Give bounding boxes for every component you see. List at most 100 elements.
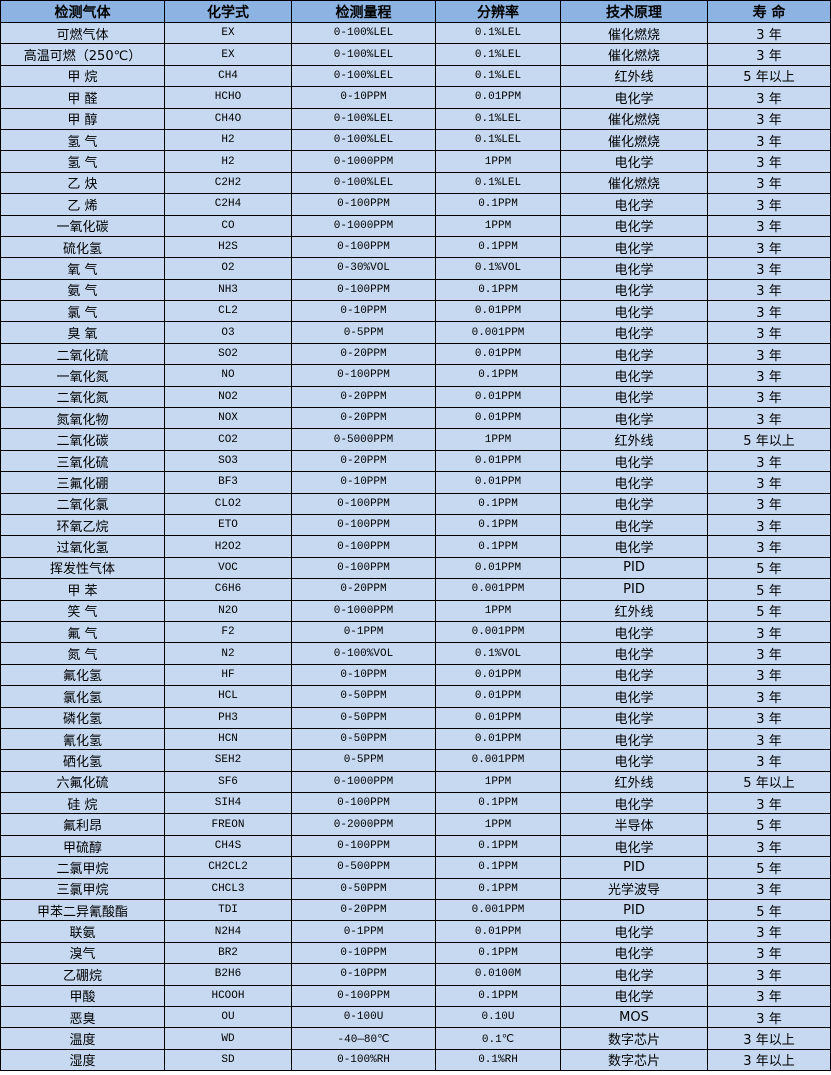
cell-formula: TDI — [164, 899, 292, 922]
cell-principle: 电化学 — [560, 513, 708, 537]
cell-range: 0-10PPM — [291, 941, 436, 965]
cell-formula: WD — [164, 1027, 292, 1050]
cell-resolution: 0.01PPM — [435, 449, 561, 473]
table-row: 环氧乙烷 ETO 0-100PPM 0.1PPM 电化学 3 年 — [0, 513, 831, 537]
cell-gas: 臭 氧 — [0, 321, 165, 344]
cell-lifespan: 5 年 — [707, 899, 831, 922]
cell-principle: 电化学 — [560, 792, 708, 815]
cell-formula: NOX — [164, 407, 292, 430]
cell-gas: 过氧化氢 — [0, 535, 165, 558]
table-row: 可燃气体 EX 0-100%LEL 0.1%LEL 催化燃烧 3 年 — [0, 21, 831, 45]
cell-formula: HCHO — [164, 86, 292, 109]
cell-range: 0-10PPM — [291, 963, 436, 986]
cell-range: 0-1000PPM — [291, 770, 436, 794]
cell-resolution: 0.1PPM — [435, 364, 561, 387]
cell-gas: 溴气 — [0, 941, 165, 965]
cell-gas: 高温可燃（250℃） — [0, 43, 165, 66]
cell-resolution: 0.001PPM — [435, 749, 561, 772]
cell-formula: NO — [164, 364, 292, 387]
cell-resolution: 0.1%LEL — [435, 43, 561, 66]
cell-gas: 磷化氢 — [0, 706, 165, 729]
cell-lifespan: 5 年以上 — [707, 428, 831, 451]
cell-gas: 硒化氢 — [0, 749, 165, 772]
cell-range: 0-100%LEL — [291, 43, 436, 66]
cell-lifespan: 3 年 — [707, 963, 831, 986]
cell-resolution: 0.1PPM — [435, 941, 561, 965]
table-row: 恶臭 OU 0-100U 0.10U MOS 3 年 — [0, 1005, 831, 1029]
header-lifespan: 寿 命 — [707, 0, 831, 23]
cell-range: 0-100PPM — [291, 984, 436, 1007]
cell-range: 0-100%LEL — [291, 107, 436, 130]
cell-lifespan: 5 年 — [707, 856, 831, 879]
cell-resolution: 1PPM — [435, 428, 561, 451]
cell-lifespan: 3 年 — [707, 171, 831, 195]
cell-lifespan: 3 年 — [707, 193, 831, 216]
cell-range: 0-1000PPM — [291, 150, 436, 173]
table-row: 氨 气 NH3 0-100PPM 0.1PPM 电化学 3 年 — [0, 278, 831, 302]
table-row: 甲 醇 CH4O 0-100%LEL 0.1%LEL 催化燃烧 3 年 — [0, 107, 831, 130]
table-body: 可燃气体 EX 0-100%LEL 0.1%LEL 催化燃烧 3 年高温可燃（250℃） E… — [0, 21, 831, 1072]
cell-formula: CLO2 — [164, 492, 292, 515]
cell-lifespan: 3 年 — [707, 513, 831, 537]
cell-resolution: 0.01PPM — [435, 727, 561, 751]
cell-principle: 催化燃烧 — [560, 43, 708, 66]
cell-formula: FREON — [164, 813, 292, 836]
table-row: 二氧化氮 NO2 0-20PPM 0.01PPM 电化学 3 年 — [0, 385, 831, 409]
table-row: 甲硫醇 CH4S 0-100PPM 0.1PPM 电化学 3 年 — [0, 834, 831, 858]
cell-resolution: 0.1℃ — [435, 1027, 561, 1050]
table-row: 甲 醛 HCHO 0-10PPM 0.01PPM 电化学 3 年 — [0, 86, 831, 109]
cell-gas: 氢 气 — [0, 150, 165, 173]
cell-formula: B2H6 — [164, 963, 292, 986]
cell-principle: PID — [560, 578, 708, 601]
cell-lifespan: 3 年 — [707, 235, 831, 259]
table-row: 高温可燃（250℃） EX 0-100%LEL 0.1%LEL 催化燃烧 3 年 — [0, 43, 831, 66]
table-row: 三氧化硫 SO3 0-20PPM 0.01PPM 电化学 3 年 — [0, 449, 831, 473]
table-row: 二氧化氯 CLO2 0-100PPM 0.1PPM 电化学 3 年 — [0, 492, 831, 515]
cell-range: 0-20PPM — [291, 899, 436, 922]
cell-gas: 氟利昂 — [0, 813, 165, 836]
cell-principle: 数字芯片 — [560, 1027, 708, 1050]
cell-formula: H2 — [164, 150, 292, 173]
table-row: 溴气 BR2 0-10PPM 0.1PPM 电化学 3 年 — [0, 941, 831, 965]
cell-principle: 红外线 — [560, 64, 708, 88]
table-row: 硒化氢 SEH2 0-5PPM 0.001PPM 电化学 3 年 — [0, 749, 831, 772]
cell-principle: MOS — [560, 1005, 708, 1029]
cell-lifespan: 3 年 — [707, 385, 831, 409]
table-row: 乙 炔 C2H2 0-100%LEL 0.1%LEL 催化燃烧 3 年 — [0, 171, 831, 195]
cell-range: 0-500PPM — [291, 856, 436, 879]
cell-range: 0-100PPM — [291, 235, 436, 259]
cell-gas: 温度 — [0, 1027, 165, 1050]
table-row: 氯 气 CL2 0-10PPM 0.01PPM 电化学 3 年 — [0, 300, 831, 323]
cell-formula: HF — [164, 663, 292, 687]
cell-principle: 电化学 — [560, 257, 708, 280]
cell-gas: 氮 气 — [0, 642, 165, 665]
cell-gas: 乙硼烷 — [0, 963, 165, 986]
cell-resolution: 0.1PPM — [435, 856, 561, 879]
cell-principle: 红外线 — [560, 770, 708, 794]
cell-principle: 半导体 — [560, 813, 708, 836]
cell-principle: 光学波导 — [560, 877, 708, 901]
cell-gas: 三氧化硫 — [0, 449, 165, 473]
cell-formula: BF3 — [164, 471, 292, 494]
cell-lifespan: 3 年 — [707, 321, 831, 344]
table-row: 氟化氢 HF 0-10PPM 0.01PPM 电化学 3 年 — [0, 663, 831, 687]
header-gas: 检测气体 — [0, 0, 165, 23]
cell-formula: CH2CL2 — [164, 856, 292, 879]
table-row: 三氯甲烷 CHCL3 0-50PPM 0.1PPM 光学波导 3 年 — [0, 877, 831, 901]
cell-principle: 电化学 — [560, 663, 708, 687]
cell-principle: 电化学 — [560, 749, 708, 772]
cell-lifespan: 5 年以上 — [707, 64, 831, 88]
cell-range: 0-1000PPM — [291, 214, 436, 237]
cell-lifespan: 3 年 — [707, 86, 831, 109]
cell-lifespan: 3 年以上 — [707, 1048, 831, 1072]
table-row: 氢 气 H2 0-1000PPM 1PPM 电化学 3 年 — [0, 150, 831, 173]
cell-gas: 甲 苯 — [0, 578, 165, 601]
cell-formula: H2 — [164, 128, 292, 152]
table-row: 氟利昂 FREON 0-2000PPM 1PPM 半导体 5 年 — [0, 813, 831, 836]
cell-lifespan: 3 年 — [707, 792, 831, 815]
cell-principle: 电化学 — [560, 535, 708, 558]
cell-principle: 电化学 — [560, 492, 708, 515]
cell-resolution: 0.1%LEL — [435, 107, 561, 130]
cell-range: 0-20PPM — [291, 578, 436, 601]
cell-gas: 氯化氢 — [0, 685, 165, 708]
